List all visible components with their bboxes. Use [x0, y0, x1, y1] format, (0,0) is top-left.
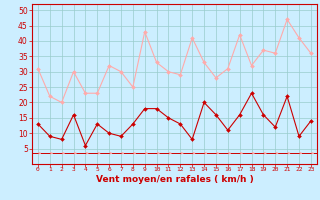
X-axis label: Vent moyen/en rafales ( km/h ): Vent moyen/en rafales ( km/h ) [96, 175, 253, 184]
